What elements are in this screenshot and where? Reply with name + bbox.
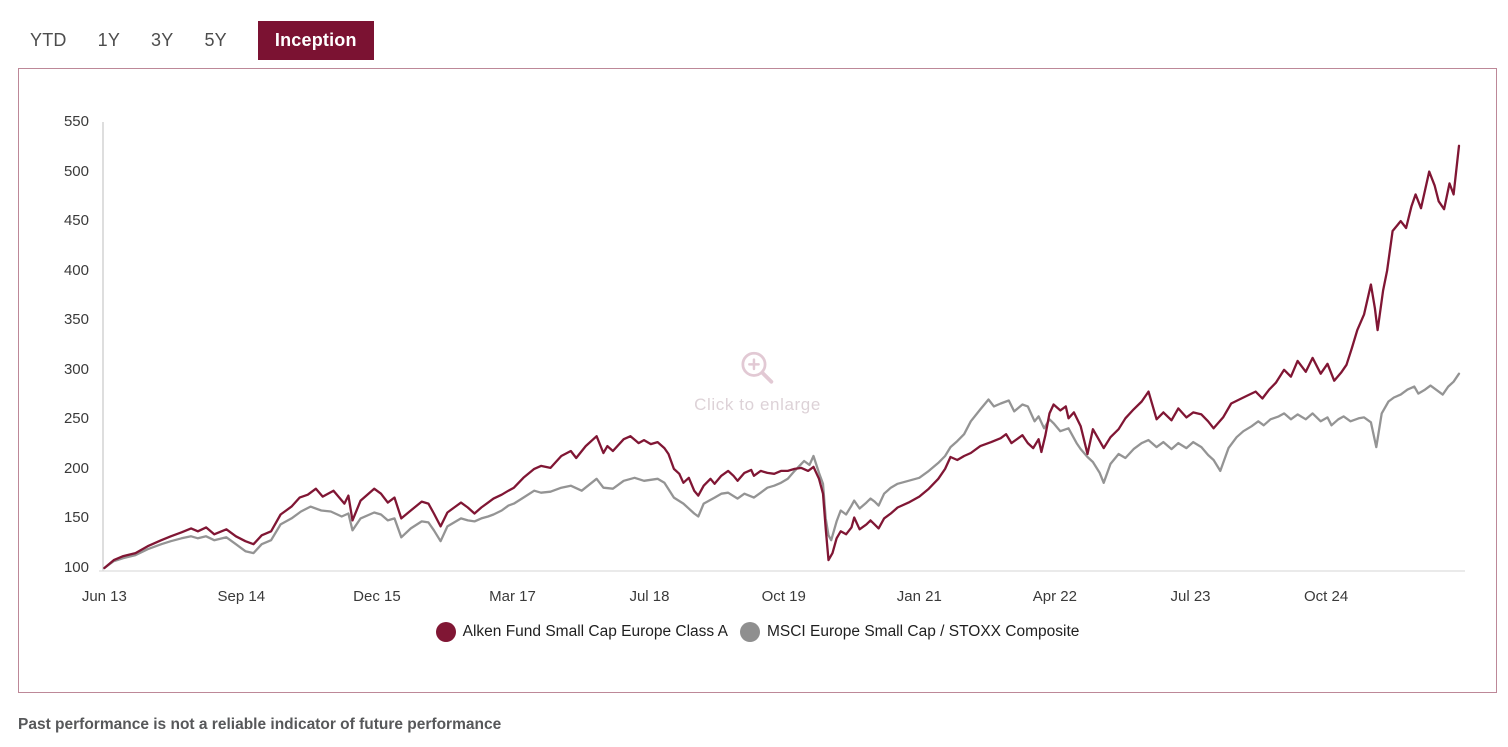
tab-inception[interactable]: Inception <box>257 20 374 60</box>
legend-item: Alken Fund Small Cap Europe Class A <box>435 622 728 642</box>
x-axis-label: Jun 13 <box>81 588 127 605</box>
tab-3y[interactable]: 3Y <box>151 29 174 50</box>
y-axis-label: 100 <box>63 559 89 576</box>
tab-5y[interactable]: 5Y <box>204 29 227 50</box>
series-lines <box>103 144 1461 570</box>
tab-1y[interactable]: 1Y <box>97 29 121 50</box>
x-axis-label: Oct 24 <box>1304 588 1349 605</box>
click-to-enlarge-watermark[interactable]: Click to enlarge <box>694 349 821 415</box>
x-axis-label: Mar 17 <box>489 588 536 605</box>
x-axis-label: Jul 23 <box>1170 588 1211 605</box>
x-axis-label: Sep 14 <box>217 588 266 605</box>
magnifier-plus-icon <box>741 351 774 384</box>
y-axis-label: 250 <box>63 410 89 428</box>
legend-label: Alken Fund Small Cap Europe Class A <box>462 623 728 640</box>
y-axis-label: 500 <box>63 162 89 180</box>
watermark-label: Click to enlarge <box>694 395 821 414</box>
y-axis-label: 350 <box>63 311 89 329</box>
legend-dot <box>739 622 760 642</box>
y-axis-label: 550 <box>63 113 89 130</box>
legend-dot <box>435 622 456 642</box>
performance-chart[interactable]: 550 500 450 400 350 300 250 200 150 100 Jun 13 Sep… <box>18 68 1497 693</box>
y-axis-label: 150 <box>63 509 89 527</box>
x-axis-label: Oct 19 <box>761 588 806 605</box>
x-axis-label: Apr 22 <box>1032 588 1077 605</box>
legend-item: MSCI Europe Small Cap / STOXX Composite <box>739 622 1080 642</box>
chart-legend: Alken Fund Small Cap Europe Class A MSCI … <box>19 622 1496 642</box>
y-axis-label: 300 <box>63 360 89 378</box>
series-line-alken-fund <box>103 144 1461 570</box>
x-axis-label: Jan 21 <box>896 588 942 605</box>
past-performance-disclaimer: Past performance is not a reliable indic… <box>18 716 502 733</box>
x-axis-label: Jul 18 <box>629 588 670 605</box>
y-axis-label: 200 <box>63 459 89 477</box>
series-line-msci-benchmark <box>103 372 1461 570</box>
y-axis-label: 450 <box>63 212 89 230</box>
tab-ytd[interactable]: YTD <box>30 29 67 50</box>
legend-label: MSCI Europe Small Cap / STOXX Composite <box>766 623 1080 640</box>
period-tab-bar: YTD 1Y 3Y 5Y Inception <box>30 20 374 60</box>
plot-area <box>99 122 1465 572</box>
x-axis-label: Dec 15 <box>353 588 401 605</box>
y-axis-label: 400 <box>63 261 89 279</box>
